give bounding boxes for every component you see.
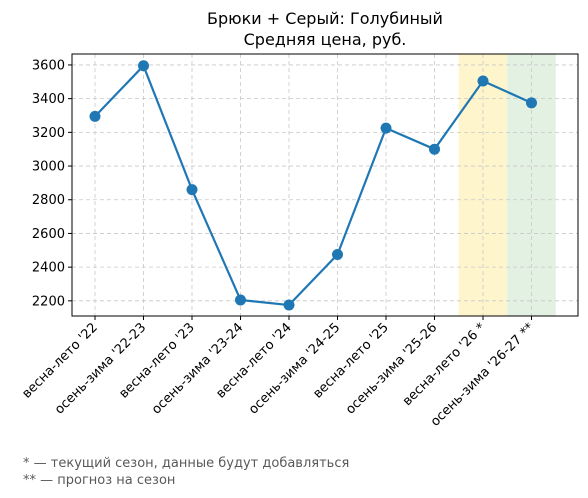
y-tick-label: 3000 [32, 160, 65, 175]
y-tick-label: 3200 [32, 126, 65, 141]
data-point [186, 184, 198, 196]
footnote-current-season: * — текущий сезон, данные будут добавлят… [23, 456, 350, 471]
y-tick-label: 2600 [32, 227, 65, 242]
data-point [332, 249, 343, 261]
x-tick-label: весна-лето '26 * [400, 320, 489, 409]
data-point [429, 143, 440, 155]
y-tick-label: 2800 [32, 193, 65, 208]
data-point [380, 122, 392, 134]
data-point [89, 110, 101, 122]
y-tick-label: 3600 [32, 58, 65, 73]
season-highlight-band [458, 54, 508, 316]
y-tick-label: 2200 [32, 294, 65, 309]
y-tick-label: 2400 [32, 261, 65, 276]
chart-title: Брюки + Серый: Голубиный [207, 9, 443, 28]
chart-subtitle: Средняя цена, руб. [244, 30, 407, 49]
x-tick-label: осень-зима '24-25 [246, 320, 343, 417]
x-tick-label: осень-зима '23-24 [149, 320, 246, 417]
series-line [94, 64, 532, 307]
x-tick-label: осень-зима '22-23 [52, 320, 149, 417]
y-axis: 2200 2400 2600 2800 3000 3200 3400 3600 [32, 58, 72, 309]
data-point [283, 299, 295, 311]
data-point [526, 97, 537, 109]
data-point [477, 75, 489, 87]
grid [72, 54, 578, 316]
plot-frame [71, 53, 579, 317]
season-highlight-band [507, 54, 556, 316]
series [89, 60, 537, 311]
data-point [138, 60, 149, 72]
footnote-forecast: ** — прогноз на сезон [23, 473, 176, 488]
x-tick-label: осень-зима '25-26 [343, 320, 440, 417]
y-tick-label: 3400 [32, 92, 65, 107]
data-point [235, 294, 246, 306]
